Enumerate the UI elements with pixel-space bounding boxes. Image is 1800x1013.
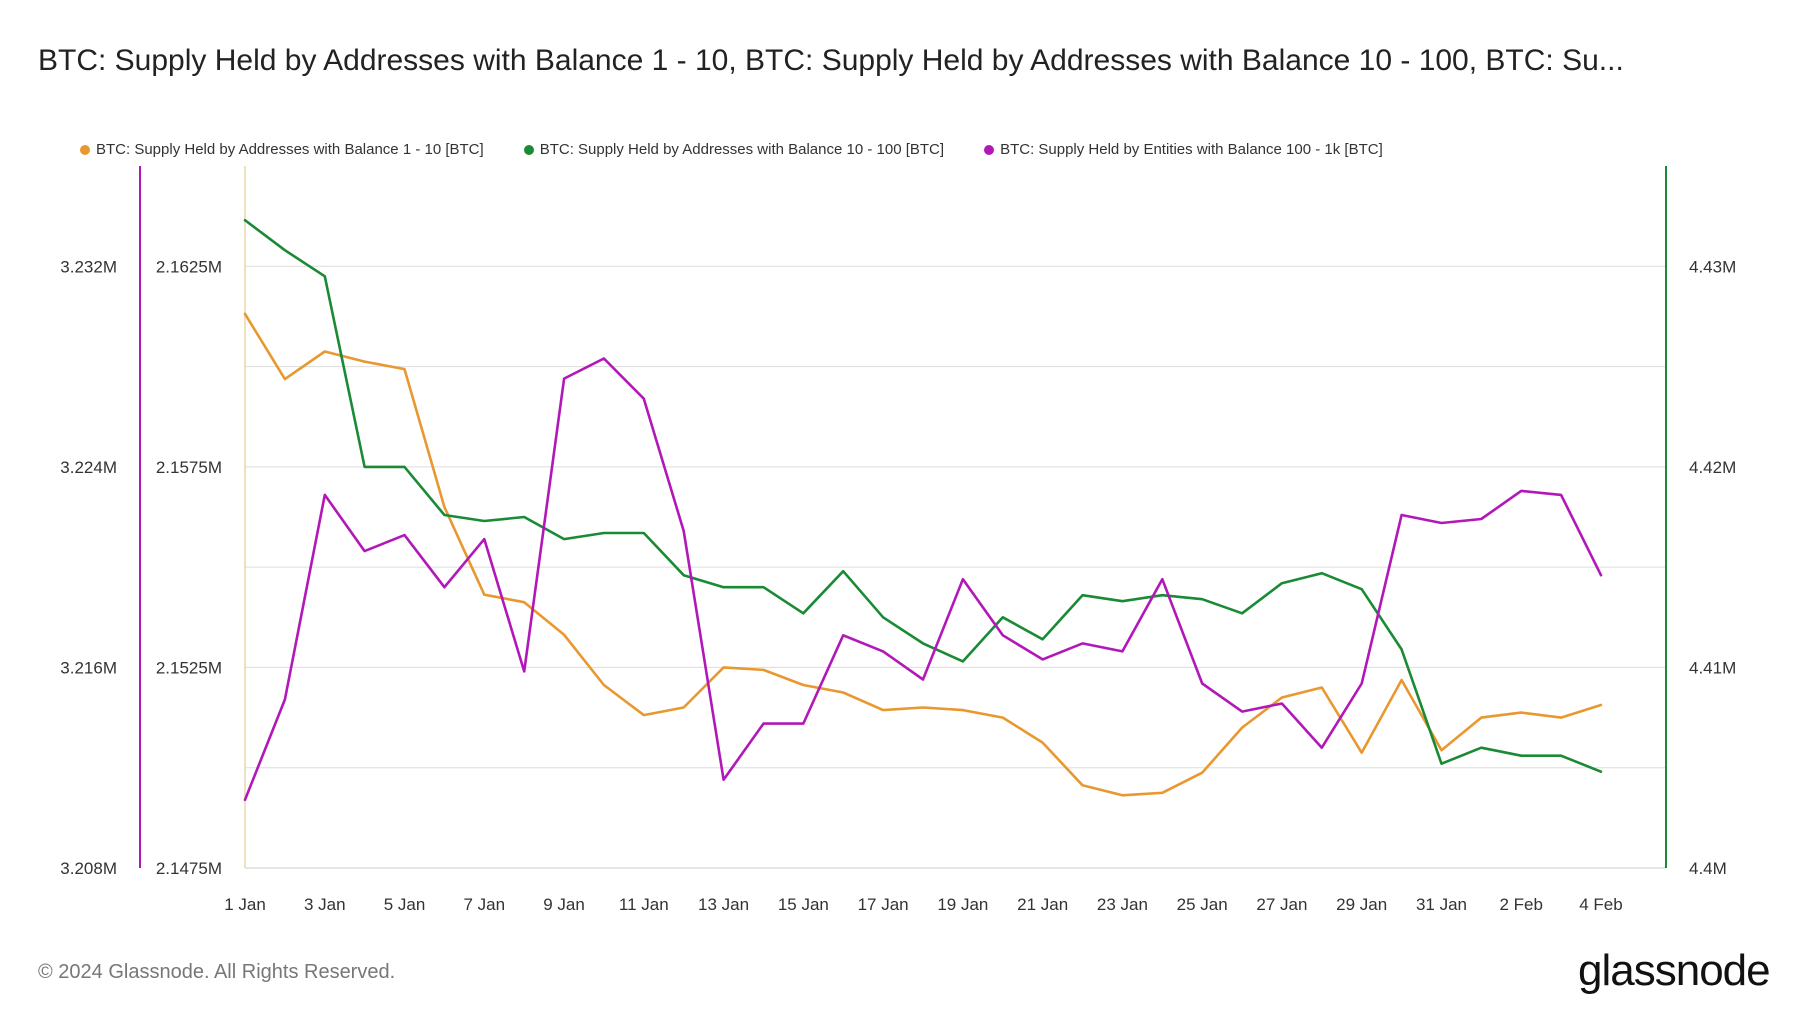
x-tick-label: 11 Jan	[619, 895, 669, 914]
x-tick-label: 15 Jan	[778, 895, 829, 914]
x-tick-label: 9 Jan	[543, 895, 585, 914]
x-tick-label: 4 Feb	[1579, 895, 1622, 914]
series-line-1	[243, 218, 1603, 774]
legend-item-series-2[interactable]: BTC: Supply Held by Entities with Balanc…	[984, 141, 1383, 158]
x-tick-label: 17 Jan	[858, 895, 909, 914]
y-tick-right: 4.42M	[1689, 458, 1736, 477]
series-line-0	[243, 312, 1603, 797]
x-tick-label: 27 Jan	[1256, 895, 1307, 914]
chart-title: BTC: Supply Held by Addresses with Balan…	[38, 44, 1624, 77]
x-tick-label: 19 Jan	[937, 895, 988, 914]
x-tick-label: 13 Jan	[698, 895, 749, 914]
y-tick-right: 4.43M	[1689, 257, 1736, 276]
glassnode-logo: glassnode	[1578, 946, 1771, 995]
x-tick-label: 21 Jan	[1017, 895, 1068, 914]
y-tick-left-inner: 2.1525M	[156, 658, 222, 677]
y-tick-left-outer: 3.216M	[60, 658, 117, 677]
x-tick-label: 5 Jan	[384, 895, 426, 914]
x-tick-label: 3 Jan	[304, 895, 346, 914]
legend-item-series-1[interactable]: BTC: Supply Held by Addresses with Balan…	[523, 141, 945, 158]
x-tick-label: 7 Jan	[463, 895, 505, 914]
legend-marker-0	[80, 144, 90, 155]
x-tick-label: 25 Jan	[1177, 895, 1228, 914]
y-tick-right: 4.4M	[1689, 859, 1727, 878]
legend-label-1: BTC: Supply Held by Addresses with Balan…	[539, 141, 945, 158]
x-tick-label: 2 Feb	[1499, 895, 1542, 914]
legend-label-0: BTC: Supply Held by Addresses with Balan…	[96, 141, 484, 158]
series-line-2	[243, 357, 1603, 802]
y-tick-left-outer: 3.224M	[60, 458, 117, 477]
legend-item-series-0[interactable]: BTC: Supply Held by Addresses with Balan…	[80, 141, 484, 158]
y-tick-left-inner: 2.1575M	[156, 458, 222, 477]
y-tick-left-outer: 3.208M	[60, 859, 117, 878]
copyright-text: © 2024 Glassnode. All Rights Reserved.	[38, 961, 396, 983]
y-tick-right: 4.41M	[1689, 658, 1736, 677]
y-tick-left-inner: 2.1475M	[156, 859, 222, 878]
x-tick-label: 1 Jan	[224, 895, 266, 914]
legend-marker-1	[523, 144, 534, 155]
legend-label-2: BTC: Supply Held by Entities with Balanc…	[1000, 141, 1383, 158]
y-tick-left-outer: 3.232M	[60, 257, 117, 276]
x-tick-label: 29 Jan	[1336, 895, 1387, 914]
legend: BTC: Supply Held by Addresses with Balan…	[80, 141, 1383, 158]
y-tick-left-inner: 2.1625M	[156, 257, 222, 276]
x-tick-label: 31 Jan	[1416, 895, 1467, 914]
legend-marker-2	[984, 144, 995, 155]
x-tick-label: 23 Jan	[1097, 895, 1148, 914]
